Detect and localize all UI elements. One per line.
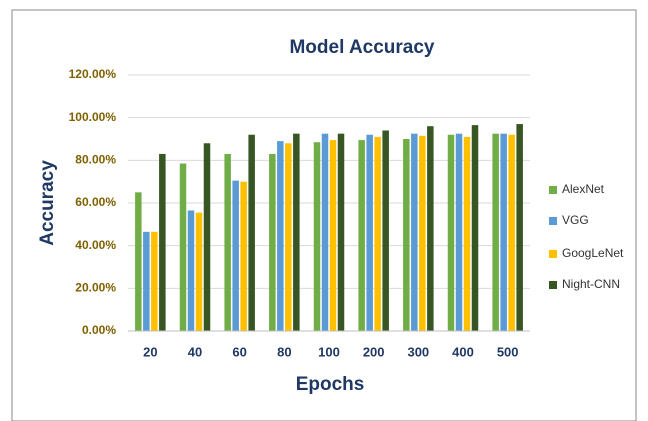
x-axis-label: Epochs (296, 374, 365, 395)
bar (321, 133, 329, 331)
legend-swatch (549, 250, 557, 258)
legend-swatch (549, 186, 557, 194)
bar (419, 135, 426, 331)
bar (508, 134, 515, 331)
bar (277, 141, 284, 331)
bar (203, 143, 211, 331)
bar (135, 192, 142, 331)
bar (240, 181, 247, 331)
bar (358, 140, 365, 331)
legend-label: VGG (562, 213, 589, 227)
x-tick-label: 400 (452, 344, 474, 359)
x-tick-label: 500 (497, 344, 519, 359)
bar (285, 143, 292, 331)
bar (151, 231, 158, 331)
bar (248, 134, 255, 331)
bar (329, 140, 337, 331)
bar (411, 133, 418, 331)
bar (337, 133, 345, 331)
bar (187, 210, 195, 331)
x-tick-label: 60 (232, 344, 246, 359)
y-tick-label: 20.00% (75, 281, 116, 295)
bar (492, 133, 499, 331)
bar (382, 130, 389, 331)
legend-label: AlexNet (562, 182, 605, 196)
bar (159, 153, 166, 331)
x-tick-label: 20 (143, 344, 157, 359)
bar (516, 124, 523, 331)
legend-swatch (549, 217, 557, 225)
y-tick-label: 120.00% (69, 67, 117, 81)
y-tick-label: 0.00% (82, 323, 116, 337)
bar (224, 153, 231, 331)
bar (195, 212, 203, 331)
x-tick-label: 100 (318, 344, 340, 359)
bar (179, 163, 187, 331)
bar (500, 133, 507, 331)
bar (232, 180, 239, 331)
y-tick-label: 100.00% (69, 110, 117, 124)
bar (313, 142, 321, 331)
y-tick-label: 40.00% (75, 238, 116, 252)
y-axis-label: Accuracy (37, 160, 58, 246)
bar (374, 136, 381, 331)
x-tick-label: 300 (407, 344, 429, 359)
bar (427, 126, 434, 331)
bar (447, 134, 455, 331)
bar (455, 133, 463, 331)
bar (366, 134, 373, 331)
y-tick-label: 60.00% (75, 195, 116, 209)
x-tick-label: 200 (363, 344, 385, 359)
chart-title: Model Accuracy (289, 37, 434, 58)
bar (463, 136, 471, 331)
bar (269, 153, 276, 331)
bar (293, 133, 300, 331)
x-tick-label: 80 (277, 344, 291, 359)
bar (403, 139, 410, 331)
bar (143, 231, 150, 331)
bar (471, 125, 479, 331)
legend-swatch (549, 281, 557, 289)
legend-label: GoogLeNet (562, 246, 624, 260)
y-tick-label: 80.00% (75, 153, 116, 167)
legend-label: Night-CNN (562, 277, 620, 291)
x-tick-label: 40 (188, 344, 202, 359)
